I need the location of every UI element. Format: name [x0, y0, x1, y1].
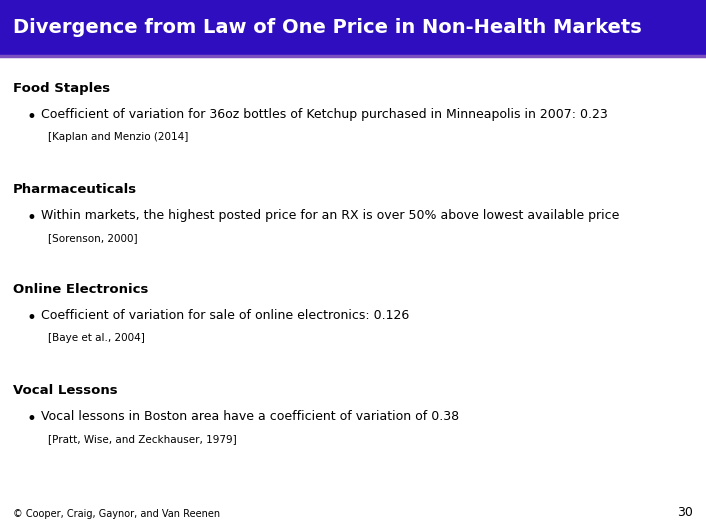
Text: 30: 30 — [678, 506, 693, 519]
Text: Vocal lessons in Boston area have a coefficient of variation of 0.38: Vocal lessons in Boston area have a coef… — [41, 410, 459, 423]
Text: •: • — [27, 410, 37, 428]
Text: [Pratt, Wise, and Zeckhauser, 1979]: [Pratt, Wise, and Zeckhauser, 1979] — [48, 434, 237, 444]
Text: Coefficient of variation for sale of online electronics: 0.126: Coefficient of variation for sale of onl… — [41, 309, 409, 323]
Text: Within markets, the highest posted price for an RX is over 50% above lowest avai: Within markets, the highest posted price… — [41, 209, 619, 222]
Text: •: • — [27, 309, 37, 327]
Text: Pharmaceuticals: Pharmaceuticals — [13, 183, 137, 196]
Text: [Baye et al., 2004]: [Baye et al., 2004] — [48, 333, 145, 343]
Text: Coefficient of variation for 36oz bottles of Ketchup purchased in Minneapolis in: Coefficient of variation for 36oz bottle… — [41, 108, 608, 122]
Text: Food Staples: Food Staples — [13, 82, 110, 95]
Text: [Kaplan and Menzio (2014]: [Kaplan and Menzio (2014] — [48, 132, 189, 142]
Text: [Sorenson, 2000]: [Sorenson, 2000] — [48, 233, 138, 243]
Text: Online Electronics: Online Electronics — [13, 283, 148, 296]
Text: •: • — [27, 209, 37, 227]
Text: Divergence from Law of One Price in Non-Health Markets: Divergence from Law of One Price in Non-… — [13, 19, 642, 37]
Bar — [0, 0, 706, 56]
Text: Vocal Lessons: Vocal Lessons — [13, 384, 117, 397]
Text: •: • — [27, 108, 37, 126]
Text: © Cooper, Craig, Gaynor, and Van Reenen: © Cooper, Craig, Gaynor, and Van Reenen — [13, 509, 220, 519]
